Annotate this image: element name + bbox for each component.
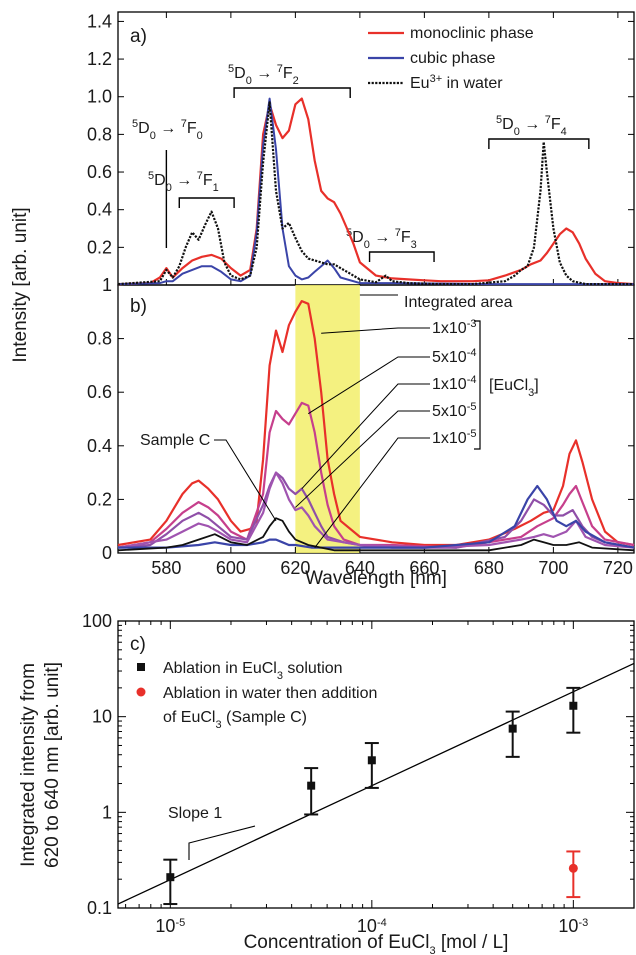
legend-a-entry-0: monoclinic phase (410, 25, 534, 42)
a-y-tick-label: 0.2 (87, 237, 112, 257)
b-series-5x10-4 (117, 401, 635, 549)
a-y-tick-label: 1.2 (87, 49, 112, 69)
c-legend-square (137, 663, 145, 671)
panel-c-label: c) (130, 634, 146, 655)
c-y-tick-label-1: 1 (102, 802, 112, 822)
c-point-square-0 (166, 873, 175, 882)
panel-b-label: b) (130, 296, 147, 317)
b-series-1x10-5 (118, 484, 635, 549)
c-fit-line (117, 662, 635, 905)
transition-label-F3: 5D0 → 7F3 (346, 227, 417, 251)
bracket-F1 (178, 197, 235, 208)
b-y-tick-label: 0.6 (87, 382, 112, 402)
a-series-eu3-in-water (117, 101, 634, 286)
b-x-tick-label-580: 580 (151, 558, 181, 578)
b-x-tick-label-700: 700 (538, 558, 568, 578)
b-series-5x10-5 (117, 471, 635, 549)
transition-label-F4: 5D0 → 7F4 (496, 114, 567, 138)
b-x-tick-label-620: 620 (280, 558, 310, 578)
c-x-tick-label-0: 10-5 (155, 916, 185, 936)
legend-a-entry-1: cubic phase (410, 50, 495, 67)
c-ylabel-line2: 620 to 640 nm [arb. unit] (42, 662, 63, 868)
c-legend-entry-1a: Ablation in water then addition (163, 685, 377, 702)
b-x-tick-label-680: 680 (474, 558, 504, 578)
a-y-tick-label: 1.0 (87, 87, 112, 107)
a-series-cubic-phase (117, 97, 634, 286)
panel-c: c) (117, 620, 635, 909)
b-x-tick-label-720: 720 (603, 558, 633, 578)
bracket-F3 (368, 251, 435, 262)
c-y-tick-label-0: 0.1 (87, 898, 112, 918)
c-xlabel: Concentration of EuCl3 [mol / L] (244, 932, 509, 955)
b-y-tick-label-1: 1 (102, 275, 112, 295)
b-x-tick-label-600: 600 (216, 558, 246, 578)
shared-ylabel: Intensity [arb. unit] (10, 207, 31, 362)
c-y-tick-label-3: 100 (82, 611, 112, 631)
conc-label-1: 5x10-4 (432, 347, 476, 366)
b-series-1x10-4 (117, 471, 635, 549)
a-y-tick-label: 0.6 (87, 162, 112, 182)
transition-label-F0: 5D0 → 7F0 (132, 118, 203, 142)
a-y-tick-label: 0.8 (87, 124, 112, 144)
c-x-tick-label-1: 10-4 (357, 916, 387, 936)
c-point-square-2 (367, 756, 376, 765)
slope-label: Slope 1 (168, 805, 222, 822)
bracket-F2 (233, 87, 351, 98)
chart-layer: 580 600 620 640 660 680 700 720 0.2 0.4 0.6 0.8 1.0 1… (18, 11, 635, 955)
b-y-tick-label: 0.2 (87, 489, 112, 509)
conc-leader-3 (295, 410, 430, 508)
c-x-tick-label-2: 10-3 (558, 916, 588, 936)
sample-c-leader (214, 439, 277, 522)
c-legend-circle (136, 687, 146, 697)
a-y-tick-label: 0.4 (87, 200, 112, 220)
b-y-tick-label: 0 (102, 543, 112, 563)
transition-annotations: 5D0 → 7F0 5D0 → 7F1 5D0 → 7F2 5D0 → 7F3 5D0 … (132, 63, 590, 262)
conc-leader-2 (301, 383, 430, 490)
panel-a-label: a) (130, 26, 147, 47)
panel-a: a) monoclinic phase cubic phase Eu3+ in wa… (117, 11, 635, 286)
conc-label-0: 1x10-3 (432, 318, 476, 337)
legend-a-entry-2: Eu3+ in water (410, 73, 503, 92)
c-point-square-4 (569, 701, 578, 710)
b-y-tick-label: 0.8 (87, 329, 112, 349)
conc-label-4: 1x10-5 (432, 428, 476, 447)
b-x-tick-label-660: 660 (409, 558, 439, 578)
slope-triangle (188, 825, 256, 860)
b-y-tick-label: 0.4 (87, 436, 112, 456)
c-y-tick-label-2: 10 (92, 707, 112, 727)
integrated-area-label: Integrated area (404, 294, 513, 311)
c-point-square-1 (307, 781, 316, 790)
legend-a: monoclinic phase cubic phase Eu3+ in water (368, 25, 534, 92)
a-y-tick-label: 1.4 (87, 11, 112, 31)
transition-label-F2: 5D0 → 7F2 (228, 63, 299, 87)
transition-label-F1: 5D0 → 7F1 (148, 170, 219, 194)
euc-label: [EuCl3] (489, 377, 539, 399)
b-series-1x10-3 (117, 300, 635, 547)
b-series-sample-c (117, 517, 635, 552)
c-point-circle-0 (568, 863, 578, 873)
c-legend-entry-0: Ablation in EuCl3 solution (163, 660, 343, 682)
conc-leader-4 (314, 437, 430, 548)
conc-label-2: 1x10-4 (432, 374, 476, 393)
c-legend-entry-1b: of EuCl3 (Sample C) (163, 709, 307, 731)
b-x-tick-label-640: 640 (345, 558, 375, 578)
conc-leader-0 (321, 327, 430, 334)
conc-leader-1 (308, 356, 430, 415)
sample-c-label: Sample C (140, 432, 210, 449)
conc-bracket (474, 320, 481, 450)
c-ylabel-line1: Integrated intensity from (18, 663, 39, 867)
panel-b: b) (117, 284, 635, 554)
conc-label-3: 5x10-5 (432, 401, 476, 420)
xlabel-ab: Wavelength [nm] (305, 568, 447, 589)
c-point-square-3 (508, 724, 517, 733)
bracket-F4 (488, 138, 590, 149)
